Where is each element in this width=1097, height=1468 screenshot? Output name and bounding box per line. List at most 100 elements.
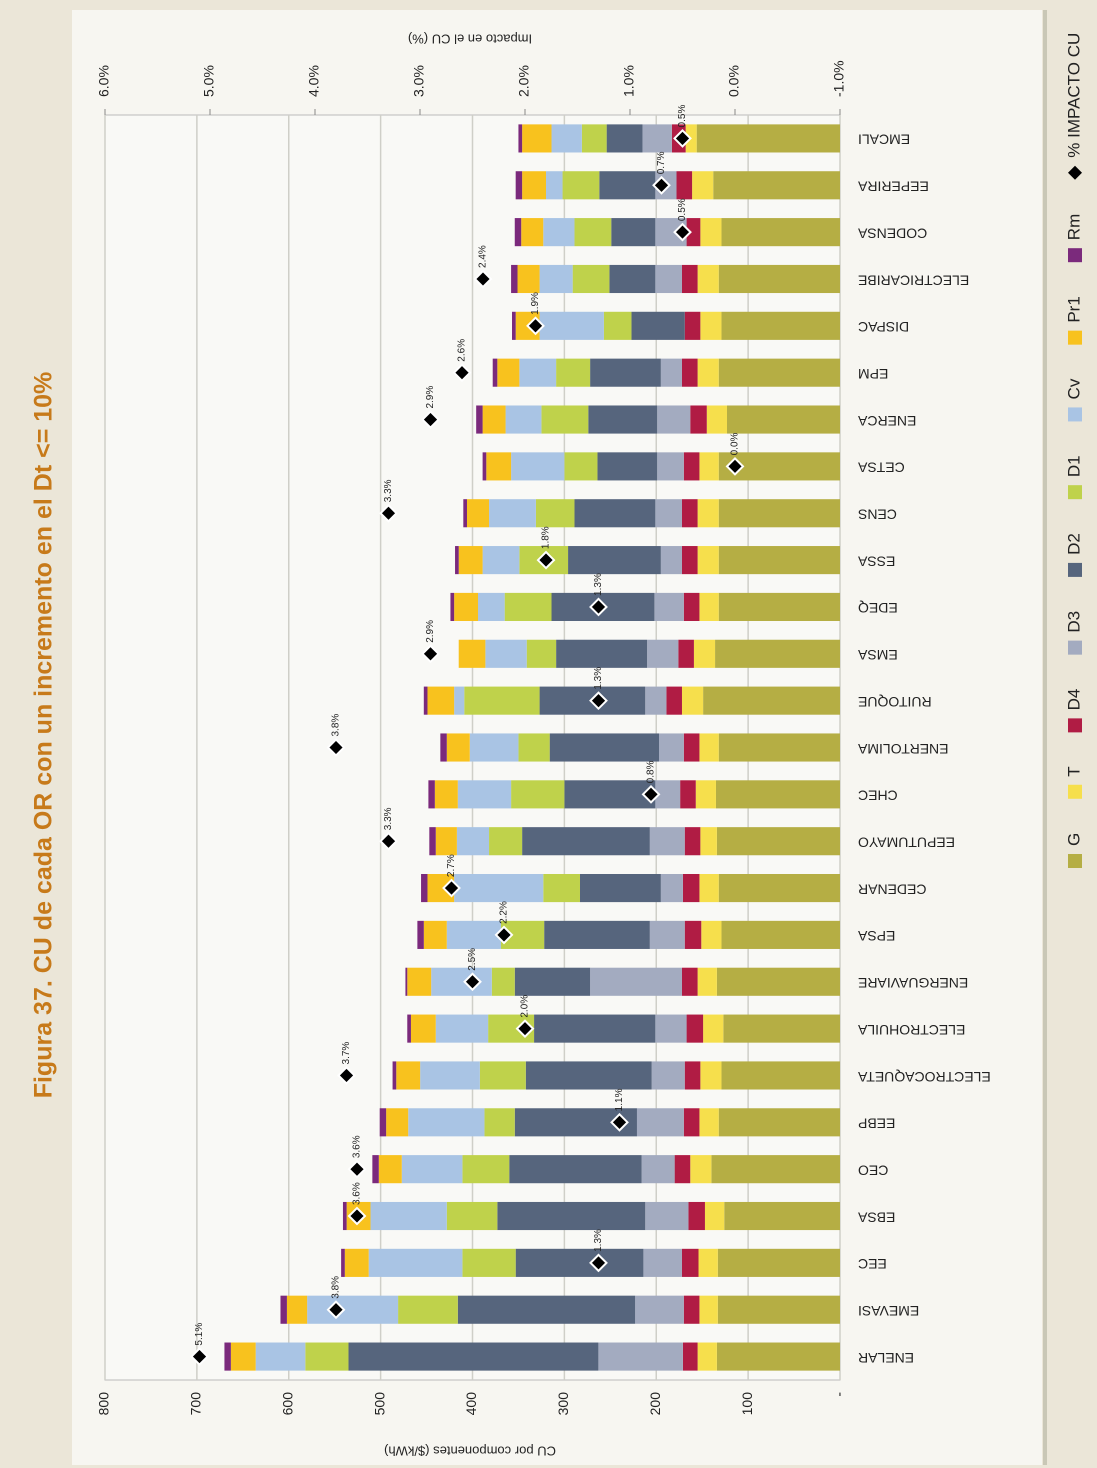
bar-segment [514, 967, 591, 996]
bar-segment [684, 827, 701, 856]
bar-segment [230, 1342, 256, 1371]
bar-segment [417, 920, 424, 949]
bar-segment [568, 546, 661, 575]
bar-segment [721, 311, 841, 340]
bar-segment [456, 827, 490, 856]
bar-segment [655, 218, 687, 247]
bar-segment [590, 967, 682, 996]
bar-segment [401, 1155, 463, 1184]
bar-segment [603, 311, 632, 340]
bar-segment [717, 1295, 841, 1324]
x-tick-label: CEO [858, 1162, 888, 1178]
bar-segment [697, 358, 719, 387]
bar-segment [469, 733, 519, 762]
y2-tick-label: -1.0% [831, 60, 847, 97]
bar-segment [697, 967, 717, 996]
bar-segment [504, 592, 552, 621]
bar-segment [718, 499, 840, 528]
bar-segment [488, 1014, 535, 1043]
bar-segment [655, 264, 682, 294]
bar-segment [396, 1061, 421, 1090]
bar-segment [386, 1108, 409, 1137]
bar-segment [435, 1014, 489, 1043]
bar-segment [509, 1155, 642, 1184]
x-tick-label: EEPUTUMAYO [858, 835, 955, 851]
legend-label: D2 [1064, 533, 1083, 555]
bar-segment [721, 920, 841, 949]
bar-segment [511, 780, 565, 809]
x-tick-label: EEC [858, 1256, 887, 1272]
bar-segment [556, 358, 591, 387]
bar-segment [428, 780, 435, 809]
bar-segment [716, 1342, 841, 1371]
x-tick-label: CETSA [857, 460, 904, 476]
bar-segment [699, 452, 719, 481]
x-tick-label: ELECTROCAQUETA [857, 1069, 990, 1085]
bar-segment [597, 452, 658, 481]
y2-tick-label: 2.0% [516, 65, 532, 97]
x-tick-label: CENS [858, 507, 897, 523]
bar-segment [505, 405, 542, 434]
bar-segment [649, 920, 685, 949]
bar-segment [647, 639, 679, 668]
data-label: 2.0% [520, 995, 531, 1018]
bar-segment [564, 452, 598, 481]
bar-segment [429, 827, 436, 856]
x-tick-label: EMEVASI [858, 1303, 919, 1319]
bar-segment [598, 1342, 683, 1371]
x-tick-label: EBSA [857, 1209, 895, 1225]
x-tick-label: EMSA [857, 647, 897, 663]
impact-marker [589, 691, 608, 711]
bar-segment [718, 592, 840, 621]
impact-marker [473, 269, 493, 289]
bar-segment [484, 1108, 515, 1137]
bar-segment [464, 686, 540, 715]
bar-segment [688, 1201, 705, 1231]
x-tick-label: ENELAR [858, 1350, 914, 1366]
bar-segment [606, 124, 643, 153]
bar-segment [478, 592, 505, 621]
bar-segment [392, 1061, 397, 1090]
bar-segment [479, 1061, 526, 1090]
legend-label: Pr1 [1064, 296, 1083, 322]
bar-segment [427, 873, 455, 903]
bar-segment [703, 1014, 724, 1043]
y2-tick-label: 5.0% [201, 65, 217, 97]
bar-segment [535, 499, 575, 528]
bar-segment [697, 546, 719, 575]
bar-segment [450, 592, 455, 621]
bar-segment [519, 358, 557, 387]
bar-segment [683, 592, 700, 621]
bar-segment [721, 218, 841, 247]
bar-segment [514, 218, 522, 247]
x-tick-label: EMCALI [858, 132, 910, 148]
impact-marker [463, 972, 482, 992]
y2-tick-label: 0.0% [726, 65, 742, 97]
bar-segment [497, 358, 520, 387]
y2-tick-label: 1.0% [621, 65, 637, 97]
data-label: 2.6% [457, 339, 468, 362]
y-tick-label: 300 [555, 1392, 571, 1416]
bar-segment [514, 1108, 637, 1137]
bar-segment [466, 499, 490, 528]
bar-segment [286, 1295, 308, 1324]
data-label: 1.3% [593, 573, 604, 596]
impact-marker [526, 316, 545, 336]
bar-segment [462, 1155, 510, 1184]
bar-segment [423, 920, 447, 949]
legend-label: Cv [1064, 378, 1083, 399]
bar-segment [681, 499, 698, 528]
legend-swatch [1068, 562, 1082, 577]
bar-segment [344, 1248, 369, 1277]
bar-segment [649, 827, 685, 856]
data-label: 1.8% [541, 526, 552, 549]
bar-segment [486, 452, 512, 481]
bar-segment [255, 1342, 306, 1371]
bar-segment [718, 452, 840, 481]
bar-segment [695, 780, 716, 809]
x-tick-label: ENERGUAVIARE [858, 975, 968, 991]
x-tick-label: EPSA [857, 928, 895, 944]
bar-segment [476, 405, 483, 434]
y-tick-label: 500 [371, 1392, 387, 1416]
x-tick-label: RUITOQUE [858, 694, 932, 710]
